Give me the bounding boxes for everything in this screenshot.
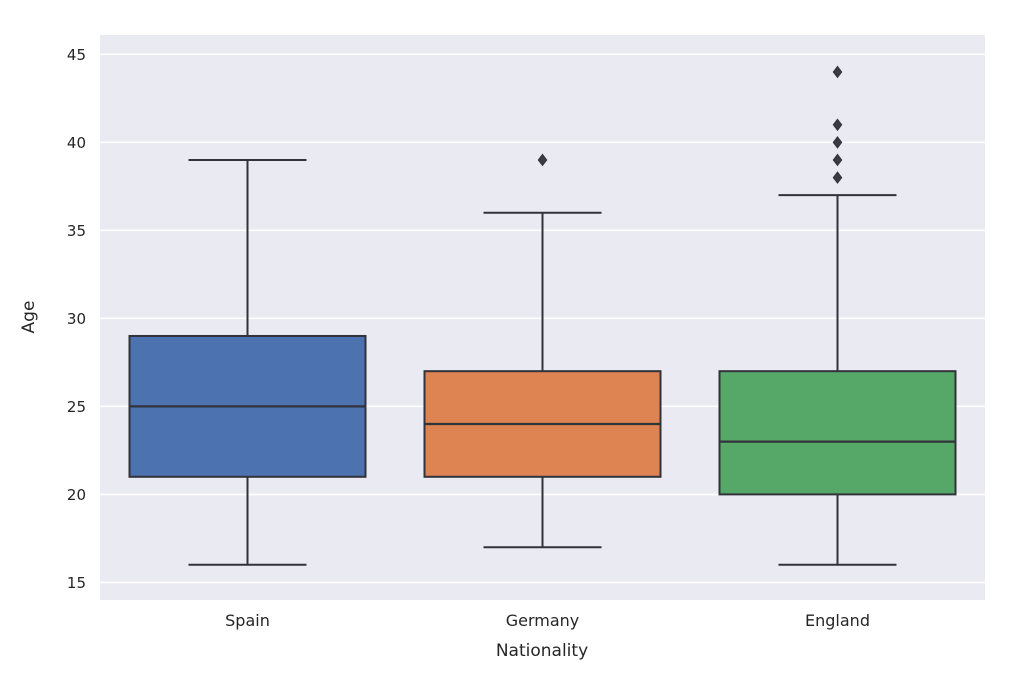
y-tick-label: 35 xyxy=(67,222,86,240)
y-tick-label: 45 xyxy=(67,46,86,64)
outlier-diamond xyxy=(832,153,843,167)
outlier-diamond xyxy=(537,153,548,167)
y-tick-label: 20 xyxy=(67,486,86,504)
outlier-diamond xyxy=(832,136,843,149)
box-england xyxy=(718,370,957,496)
x-tick-label-spain: Spain xyxy=(225,611,270,630)
y-tick-label: 30 xyxy=(67,310,86,328)
x-tick-label-england: England xyxy=(805,611,870,630)
y-axis-label: Age xyxy=(19,301,39,334)
x-axis-label: Nationality xyxy=(496,641,588,661)
x-tick-label-germany: Germany xyxy=(506,611,580,630)
outlier-diamond xyxy=(832,118,843,132)
y-tick-label: 15 xyxy=(67,574,86,592)
outlier-diamond xyxy=(832,65,843,79)
y-tick-label: 25 xyxy=(67,398,86,416)
outlier-diamond xyxy=(832,171,843,184)
plot-area: 15 20 25 30 35 40 45 Spain Germany England xyxy=(67,35,985,630)
y-tick-label: 40 xyxy=(67,134,86,152)
